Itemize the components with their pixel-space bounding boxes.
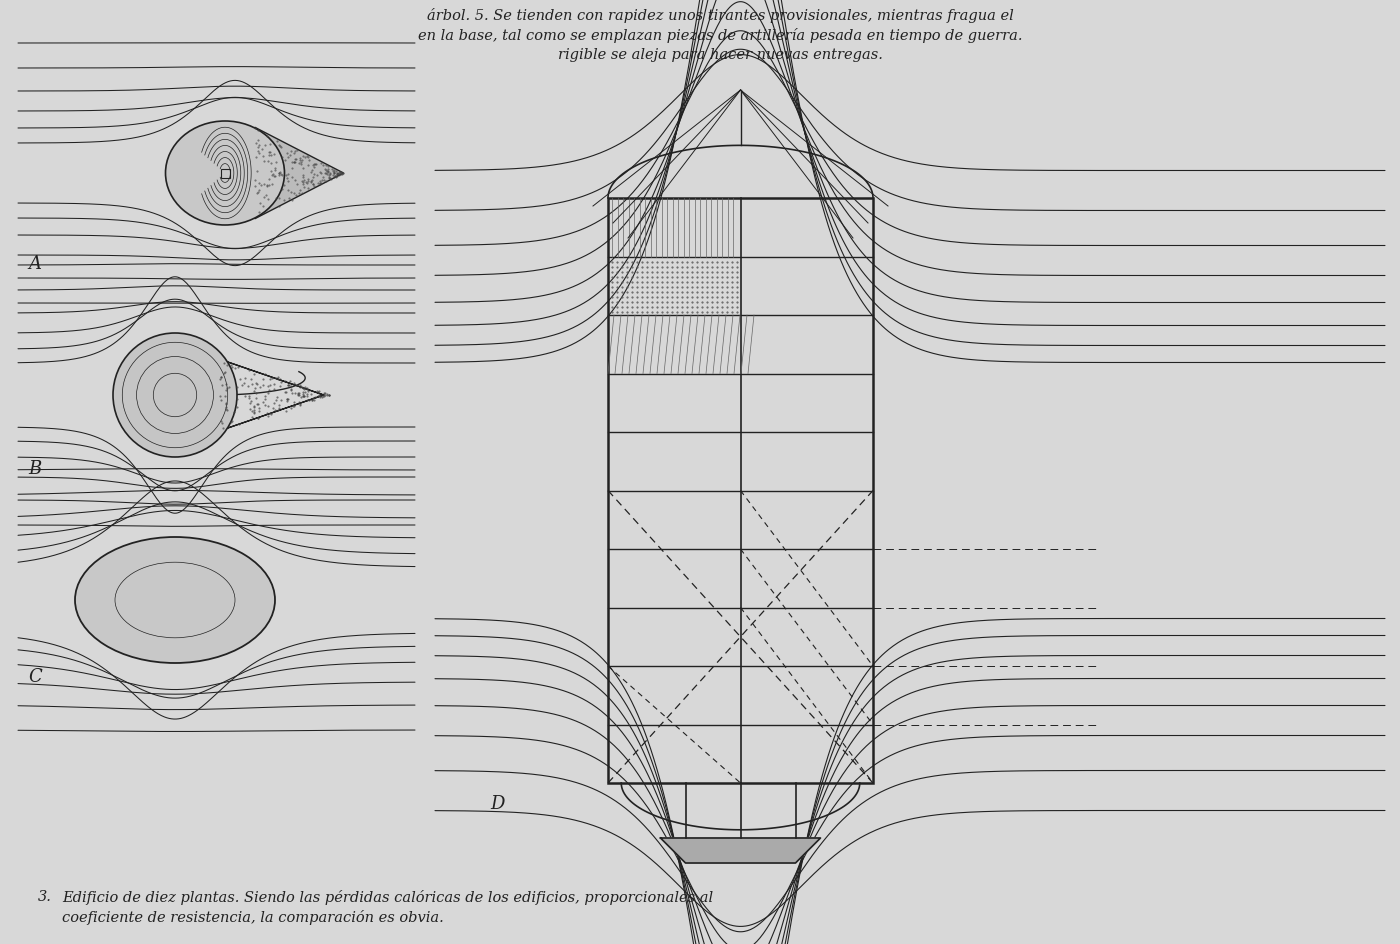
Text: C: C <box>28 668 42 686</box>
Text: árbol. 5. Se tienden con rapidez unos tirantes provisionales, mientras fragua el: árbol. 5. Se tienden con rapidez unos ti… <box>427 8 1014 23</box>
Text: coeficiente de resistencia, la comparación es obvia.: coeficiente de resistencia, la comparaci… <box>62 910 444 925</box>
Text: en la base, tal como se emplazan piezas de artillería pesada en tiempo de guerra: en la base, tal como se emplazan piezas … <box>417 28 1022 43</box>
Polygon shape <box>255 127 343 219</box>
Text: B: B <box>28 460 41 478</box>
Polygon shape <box>224 361 323 430</box>
Bar <box>221 168 230 177</box>
Text: Edificio de diez plantas. Siendo las pérdidas calóricas de los edificios, propor: Edificio de diez plantas. Siendo las pér… <box>62 890 713 905</box>
Text: A: A <box>28 255 41 273</box>
Circle shape <box>113 333 237 457</box>
Text: rigible se aleja para hacer nuevas entregas.: rigible se aleja para hacer nuevas entre… <box>557 48 882 62</box>
Ellipse shape <box>165 121 284 225</box>
Text: D: D <box>490 795 504 813</box>
Ellipse shape <box>76 537 274 663</box>
Text: 3.: 3. <box>38 890 52 904</box>
Bar <box>608 198 874 783</box>
Polygon shape <box>661 838 820 863</box>
